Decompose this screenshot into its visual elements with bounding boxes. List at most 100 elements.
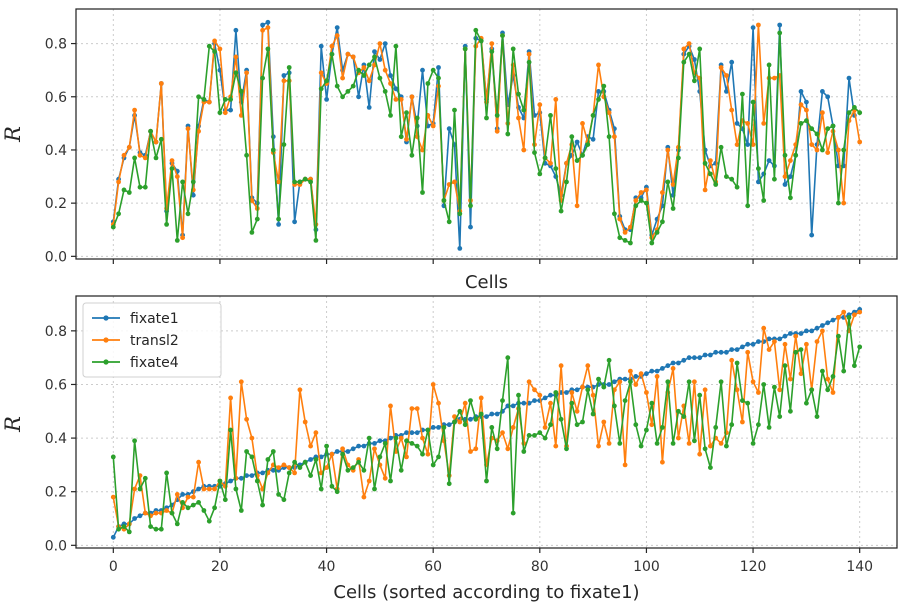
data-point <box>260 27 265 33</box>
data-point <box>724 349 729 355</box>
data-point <box>420 67 425 73</box>
data-point <box>244 473 250 478</box>
data-point <box>622 238 628 243</box>
data-point <box>793 349 799 355</box>
data-point <box>825 320 831 326</box>
data-point <box>436 400 441 406</box>
data-point <box>388 81 393 86</box>
data-point <box>820 323 825 328</box>
data-point <box>654 368 660 374</box>
data-point <box>745 203 751 209</box>
legend: fixate1 transl2 fixate4 <box>82 302 222 378</box>
data-point <box>782 182 788 187</box>
data-point <box>580 121 585 126</box>
y-tick-label: 0.2 <box>45 485 67 501</box>
data-point <box>793 152 799 158</box>
data-point <box>825 376 831 382</box>
data-point <box>302 176 308 182</box>
data-point <box>478 395 484 401</box>
data-point <box>281 497 287 503</box>
data-point <box>734 142 740 148</box>
data-point <box>276 465 281 470</box>
data-point <box>409 152 415 158</box>
data-point <box>132 438 138 444</box>
data-point <box>468 224 473 230</box>
data-point <box>425 81 431 86</box>
series-fixate4 <box>110 27 863 246</box>
data-point <box>606 134 612 140</box>
data-point <box>308 179 313 185</box>
data-point <box>356 94 361 100</box>
data-point <box>537 102 543 108</box>
data-point <box>702 352 708 358</box>
data-point <box>734 184 740 190</box>
data-point <box>820 89 825 94</box>
data-point <box>772 339 777 344</box>
data-point <box>836 315 841 320</box>
data-point <box>676 360 681 366</box>
data-point <box>185 494 191 500</box>
data-point <box>526 51 532 57</box>
data-point <box>372 486 377 492</box>
data-point <box>398 134 404 140</box>
data-point <box>665 379 671 385</box>
data-point <box>532 398 537 403</box>
data-point <box>377 438 383 444</box>
data-point <box>756 166 761 172</box>
data-point <box>548 400 553 406</box>
data-point <box>574 203 580 209</box>
data-point <box>180 500 186 505</box>
data-point <box>846 110 852 116</box>
data-point <box>745 400 751 406</box>
data-point <box>782 333 788 339</box>
data-point <box>302 459 308 465</box>
data-point <box>740 419 745 425</box>
data-point <box>649 240 655 246</box>
data-point <box>366 435 372 441</box>
data-point <box>260 502 265 508</box>
data-point <box>574 158 580 164</box>
data-point <box>654 230 660 235</box>
data-point <box>281 78 287 84</box>
data-point <box>585 387 591 393</box>
data-point <box>308 443 313 449</box>
data-point <box>329 483 335 489</box>
data-point <box>185 211 191 217</box>
data-point <box>697 46 703 52</box>
data-point <box>825 387 831 393</box>
data-point <box>153 155 159 161</box>
data-point <box>857 139 863 145</box>
data-point <box>761 325 767 331</box>
data-point <box>857 344 863 350</box>
data-point <box>601 419 607 425</box>
data-point <box>452 107 457 113</box>
data-point <box>761 198 767 203</box>
x-tick-label: 20 <box>211 559 229 575</box>
data-point <box>212 505 218 511</box>
data-point <box>212 49 218 54</box>
data-point <box>158 81 164 86</box>
data-point <box>372 49 377 54</box>
data-point <box>372 441 377 446</box>
data-point <box>601 83 607 89</box>
data-point <box>846 75 852 81</box>
data-point <box>750 142 756 148</box>
data-point <box>388 113 393 118</box>
data-point <box>702 387 708 393</box>
data-point <box>638 198 644 203</box>
data-point <box>201 508 207 513</box>
data-point <box>697 392 703 398</box>
data-point <box>110 454 116 460</box>
data-point <box>782 174 788 180</box>
data-point <box>169 510 175 516</box>
data-point <box>164 508 170 513</box>
data-point <box>196 128 202 134</box>
data-point <box>409 441 415 446</box>
data-point <box>830 123 836 129</box>
data-point <box>121 524 127 529</box>
data-point <box>729 176 735 182</box>
data-point <box>286 65 292 70</box>
data-point <box>228 97 234 102</box>
data-point <box>622 230 628 235</box>
data-point <box>420 147 425 153</box>
